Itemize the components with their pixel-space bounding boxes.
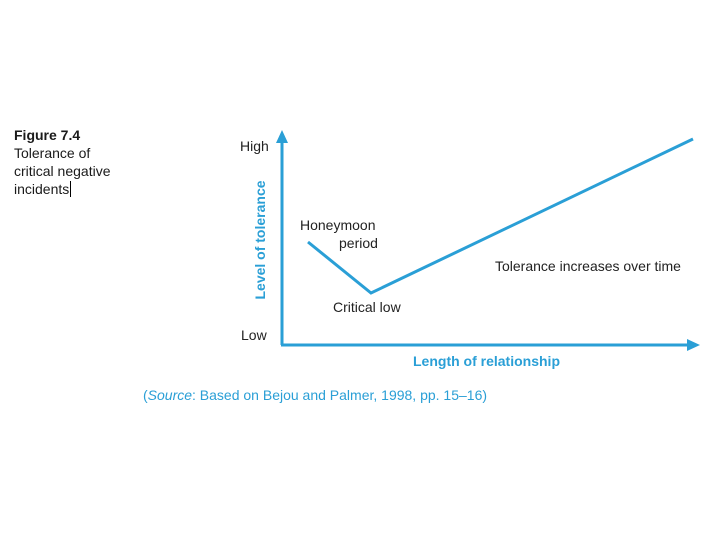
figure-title-line-2: critical negative: [14, 163, 111, 179]
source-label: Source: [147, 387, 193, 403]
y-axis-title: Level of tolerance: [252, 180, 268, 300]
figure-title-line-1: Tolerance of: [14, 145, 91, 161]
figure-number: Figure 7.4: [14, 127, 81, 143]
x-axis-title: Length of relationship: [413, 353, 560, 369]
source-text: : Based on Bejou and Palmer, 1998, pp. 1…: [192, 387, 488, 403]
tolerance-curve: [307, 137, 694, 295]
tolerance-increase-label: Tolerance increases over time: [495, 258, 681, 274]
critical-low-label: Critical low: [333, 299, 401, 315]
figure-caption: Figure 7.4 Tolerance of critical negativ…: [14, 126, 111, 198]
source-citation: (Source: Based on Bejou and Palmer, 1998…: [143, 387, 488, 403]
honeymoon-label-line-2: period: [339, 235, 378, 251]
y-axis-arrowhead: [276, 130, 288, 143]
honeymoon-label-line-1: Honeymoon: [300, 217, 376, 233]
y-high-label: High: [240, 138, 269, 154]
figure-title-line-3: incidents: [14, 181, 72, 197]
y-low-label: Low: [241, 327, 267, 343]
x-axis-arrowhead: [687, 339, 700, 351]
text-cursor: [70, 181, 72, 197]
